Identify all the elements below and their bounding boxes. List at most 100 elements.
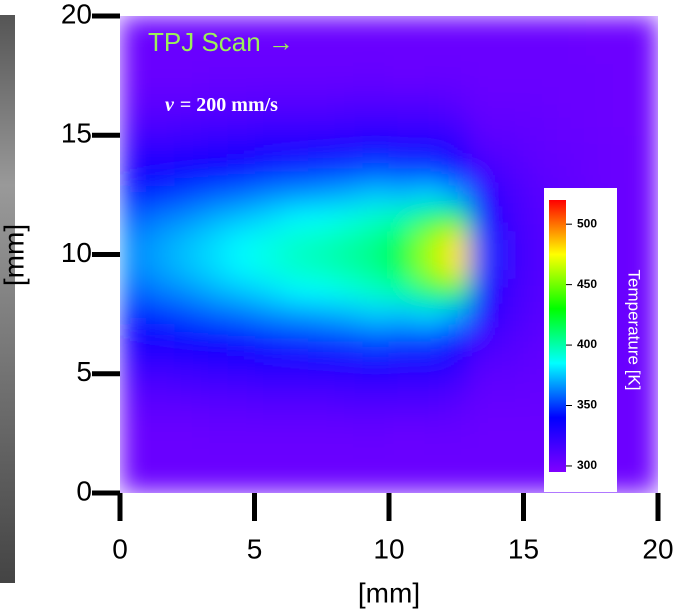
heat-cell [200, 302, 229, 327]
heat-cell [200, 278, 229, 303]
heat-cell [335, 397, 363, 422]
heat-cell [281, 397, 309, 422]
heat-cell [120, 111, 148, 136]
heat-cell [200, 230, 229, 255]
heat-cell [308, 16, 336, 41]
heat-cell [631, 230, 658, 255]
annotation: v = 200 mm/s [165, 94, 278, 116]
heat-cell [173, 302, 202, 327]
heat-cell [146, 159, 175, 184]
heat-cell [415, 445, 444, 470]
colorbar-tick-label: 300 [577, 458, 597, 472]
heat-cell [469, 39, 498, 65]
heat-cell [577, 111, 605, 136]
heat-cell [120, 39, 148, 65]
heat-cell [389, 373, 417, 399]
heat-cell [415, 206, 444, 232]
x-tick-label: 15 [508, 533, 539, 564]
heat-cell [308, 302, 336, 327]
heat-cell [281, 111, 309, 136]
heat-cell [254, 326, 282, 351]
heat-cell [254, 159, 282, 184]
heat-cell [550, 111, 578, 136]
heat-cell [496, 135, 524, 160]
heat-cell [200, 349, 229, 375]
heat-cell [281, 254, 309, 279]
y-tick-label: 10 [61, 237, 92, 268]
heat-cell [523, 111, 551, 136]
heat-cell [362, 16, 390, 41]
heat-cell [281, 87, 309, 112]
heat-cell [308, 278, 336, 303]
heat-cell [496, 159, 524, 184]
heat-cell [200, 326, 229, 351]
heat-cell [415, 469, 444, 493]
heat-cell [146, 302, 175, 327]
heat-cell [254, 421, 282, 446]
heatmap [120, 16, 658, 493]
heat-cell [362, 373, 390, 399]
background-image [0, 15, 15, 583]
colorbar-label: Temperature [K] [625, 270, 644, 391]
heat-cell [254, 87, 282, 112]
heat-cell [389, 326, 417, 351]
heat-cell [254, 278, 282, 303]
heat-cell [146, 182, 175, 208]
heat-cell [442, 302, 471, 327]
heat-cell [604, 111, 632, 136]
heat-cell [173, 87, 202, 112]
heat-cell [335, 206, 363, 232]
heat-cell [523, 16, 551, 41]
heat-cell [227, 87, 255, 112]
heat-cell [362, 111, 390, 136]
heat-cell [389, 278, 417, 303]
heat-cell [389, 445, 417, 470]
heat-cell [362, 278, 390, 303]
heat-cell [389, 182, 417, 208]
heat-cell [550, 16, 578, 41]
heat-cell [254, 16, 282, 41]
heat-cell [227, 16, 255, 41]
heat-cell [577, 87, 605, 112]
heat-cell [308, 373, 336, 399]
heat-cell [281, 445, 309, 470]
heat-cell [308, 135, 336, 160]
heat-cell [442, 397, 471, 422]
heat-cell [631, 16, 658, 41]
heat-cell [362, 63, 390, 89]
heat-cell [604, 135, 632, 160]
heat-cell [523, 159, 551, 184]
heat-cell [200, 469, 229, 493]
heat-cell [631, 469, 658, 493]
heat-cell [173, 135, 202, 160]
heat-cell [146, 135, 175, 160]
heat-cell [389, 397, 417, 422]
heat-cell [281, 135, 309, 160]
heat-cell [415, 39, 444, 65]
heat-cell [146, 326, 175, 351]
heat-cell [550, 39, 578, 65]
annotation-text: = 200 mm/s [180, 94, 278, 116]
heat-cell [362, 182, 390, 208]
heat-cell [335, 469, 363, 493]
heat-cell [308, 63, 336, 89]
heat-cell [120, 302, 148, 327]
heat-cell [200, 63, 229, 89]
heat-cell [254, 63, 282, 89]
heat-cell [362, 469, 390, 493]
heat-cell [173, 373, 202, 399]
heat-cell [254, 39, 282, 65]
heat-cell [335, 159, 363, 184]
heat-cell [120, 397, 148, 422]
heat-cell [442, 159, 471, 184]
heat-cell [442, 63, 471, 89]
heat-cell [335, 39, 363, 65]
heat-cell [389, 349, 417, 375]
heat-cell [415, 254, 444, 279]
heat-cell [146, 349, 175, 375]
heat-cell [173, 182, 202, 208]
heat-cell [146, 16, 175, 41]
heat-cell [442, 206, 471, 232]
heat-cell [496, 278, 524, 303]
heat-cell [496, 16, 524, 41]
